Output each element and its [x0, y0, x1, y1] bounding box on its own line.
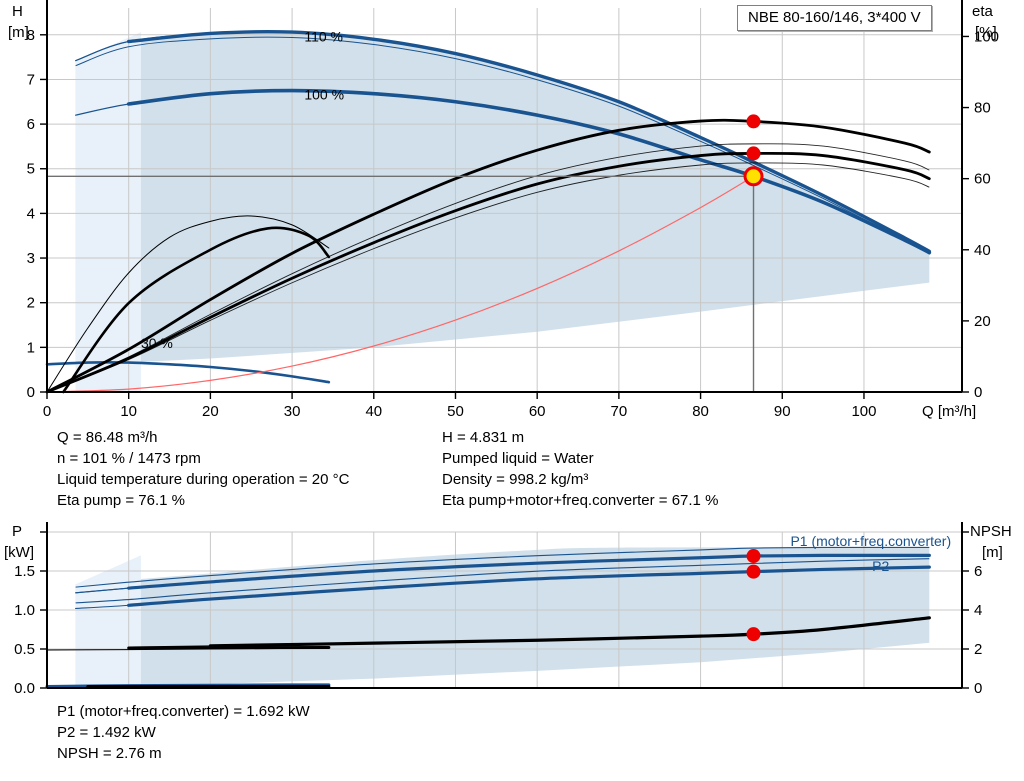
- svg-text:[%]: [%]: [975, 24, 997, 41]
- svg-text:110 %: 110 %: [304, 28, 343, 44]
- svg-text:20: 20: [974, 313, 991, 330]
- svg-text:NPSH: NPSH: [970, 523, 1012, 540]
- svg-text:6: 6: [27, 116, 35, 133]
- svg-text:P2: P2: [872, 558, 889, 574]
- svg-text:40: 40: [974, 242, 991, 259]
- duty-info-left-line-4: Eta pump = 76.1 %: [57, 492, 185, 509]
- power-info: P1 (motor+freq.converter) = 1.692 kW P2 =…: [57, 701, 310, 764]
- svg-text:70: 70: [611, 403, 628, 420]
- pump-model-title: NBE 80-160/146, 3*400 V: [737, 5, 932, 31]
- svg-text:8: 8: [27, 27, 35, 44]
- svg-text:Q [m³/h]: Q [m³/h]: [922, 403, 976, 420]
- svg-text:60: 60: [974, 171, 991, 188]
- svg-text:80: 80: [692, 403, 709, 420]
- duty-info-right-line-4: Eta pump+motor+freq.converter = 67.1 %: [442, 492, 719, 509]
- svg-text:0: 0: [974, 384, 982, 401]
- svg-text:[kW]: [kW]: [4, 544, 34, 561]
- duty-info-right-line-2: Pumped liquid = Water: [442, 450, 594, 467]
- svg-text:10: 10: [120, 403, 137, 420]
- power-info-line-3: NPSH = 2.76 m: [57, 745, 162, 762]
- svg-text:1: 1: [27, 339, 35, 356]
- svg-text:0: 0: [974, 680, 982, 697]
- svg-text:5: 5: [27, 161, 35, 178]
- svg-text:60: 60: [529, 403, 546, 420]
- svg-text:6: 6: [974, 563, 982, 580]
- svg-text:0.0: 0.0: [14, 680, 35, 697]
- duty-info-right-line-1: H = 4.831 m: [442, 429, 525, 446]
- svg-text:50: 50: [447, 403, 464, 420]
- svg-text:20: 20: [202, 403, 219, 420]
- svg-text:1.0: 1.0: [14, 602, 35, 619]
- svg-text:7: 7: [27, 71, 35, 88]
- svg-text:30 %: 30 %: [141, 335, 173, 351]
- duty-point-marker: [743, 166, 764, 187]
- svg-text:100: 100: [974, 28, 999, 45]
- svg-text:0: 0: [27, 384, 35, 401]
- eta-pump-marker: [746, 114, 761, 129]
- svg-text:100 %: 100 %: [304, 87, 344, 103]
- svg-text:1.5: 1.5: [14, 563, 35, 580]
- svg-text:3: 3: [27, 250, 35, 267]
- svg-text:0.5: 0.5: [14, 641, 35, 658]
- duty-marker-npsh: [746, 627, 761, 642]
- svg-text:[m]: [m]: [8, 24, 29, 41]
- svg-text:30: 30: [284, 403, 301, 420]
- power-info-line-1: P1 (motor+freq.converter) = 1.692 kW: [57, 703, 310, 720]
- svg-text:eta: eta: [972, 3, 994, 20]
- svg-text:P1 (motor+freq.converter): P1 (motor+freq.converter): [790, 533, 951, 549]
- duty-info-left-line-1: Q = 86.48 m³/h: [57, 429, 158, 446]
- power-info-line-2: P2 = 1.492 kW: [57, 724, 156, 741]
- eta-total-marker: [746, 146, 761, 161]
- svg-text:2: 2: [27, 295, 35, 312]
- duty-marker-p2: [746, 564, 761, 579]
- svg-text:2: 2: [974, 641, 982, 658]
- duty-marker-p1: [746, 549, 761, 564]
- duty-info-right-line-3: Density = 998.2 kg/m³: [442, 471, 589, 488]
- svg-text:4: 4: [974, 602, 982, 619]
- svg-text:100: 100: [851, 403, 876, 420]
- duty-info-left-line-3: Liquid temperature during operation = 20…: [57, 471, 350, 488]
- svg-text:4: 4: [27, 205, 35, 222]
- svg-text:80: 80: [974, 100, 991, 117]
- svg-text:[m]: [m]: [982, 544, 1003, 561]
- duty-info-left: Q = 86.48 m³/h n = 101 % / 1473 rpm Liquid…: [57, 427, 349, 511]
- svg-text:90: 90: [774, 403, 791, 420]
- svg-text:P: P: [12, 523, 22, 540]
- duty-info-left-line-2: n = 101 % / 1473 rpm: [57, 450, 201, 467]
- svg-text:H: H: [12, 3, 23, 20]
- duty-info-right: H = 4.831 m Pumped liquid = Water Density …: [442, 427, 718, 511]
- svg-text:0: 0: [43, 403, 51, 420]
- power-npsh-chart: 0.0 0.5 1.0 1.5 0 2 4 6 P [kW] NPSH [m] P1 (motor+fr…: [4, 522, 1012, 697]
- svg-text:40: 40: [365, 403, 382, 420]
